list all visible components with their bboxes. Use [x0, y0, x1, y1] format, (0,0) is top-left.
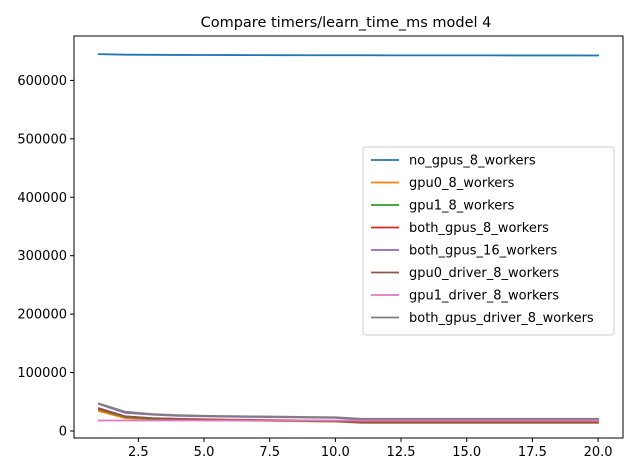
y-tick-label: 0: [59, 424, 67, 439]
x-tick-label: 2.5: [128, 445, 149, 460]
legend-label-6: gpu1_driver_8_workers: [409, 289, 559, 304]
axes-layer: 2.5 5.0 7.5 10.0 12.5 15.0 17.5 20.0 0 100000 2000…: [17, 35, 624, 460]
x-tick-label: 17.5: [518, 445, 547, 460]
x-tick-label: 5.0: [194, 445, 215, 460]
legend: no_gpus_8_workers gpu0_8_workers gpu1_8_wo…: [362, 146, 615, 336]
y-tick-label: 100000: [17, 366, 67, 381]
legend-label-7: both_gpus_driver_8_workers: [409, 311, 594, 326]
x-tick-label: 12.5: [387, 445, 416, 460]
series-layer: [97, 53, 599, 424]
legend-label-2: gpu1_8_workers: [409, 199, 515, 214]
plot-frame: [73, 35, 624, 439]
legend-label-0: no_gpus_8_workers: [409, 154, 536, 169]
legend-label-4: both_gpus_16_workers: [409, 244, 557, 259]
y-tick-label: 300000: [17, 249, 67, 264]
series-line-7: [97, 402, 599, 420]
series-line-5: [97, 407, 599, 424]
legend-label-1: gpu0_8_workers: [409, 176, 515, 191]
series-line-0: [98, 53, 599, 57]
series-line-4: [97, 402, 599, 421]
x-tick-label: 15.0: [452, 445, 481, 460]
y-tick-label: 500000: [17, 132, 67, 147]
x-tick-label: 10.0: [321, 445, 350, 460]
y-tick-label: 400000: [17, 191, 67, 206]
chart-title: Compare timers/learn_time_ms model 4: [201, 15, 492, 31]
legend-label-3: both_gpus_8_workers: [409, 221, 549, 236]
legend-box: [362, 146, 615, 336]
legend-label-5: gpu0_driver_8_workers: [409, 266, 559, 281]
y-tick-label: 200000: [17, 308, 67, 323]
x-tick-label: 20.0: [584, 445, 613, 460]
x-tick-label: 7.5: [259, 445, 280, 460]
y-tick-label: 600000: [17, 74, 67, 89]
